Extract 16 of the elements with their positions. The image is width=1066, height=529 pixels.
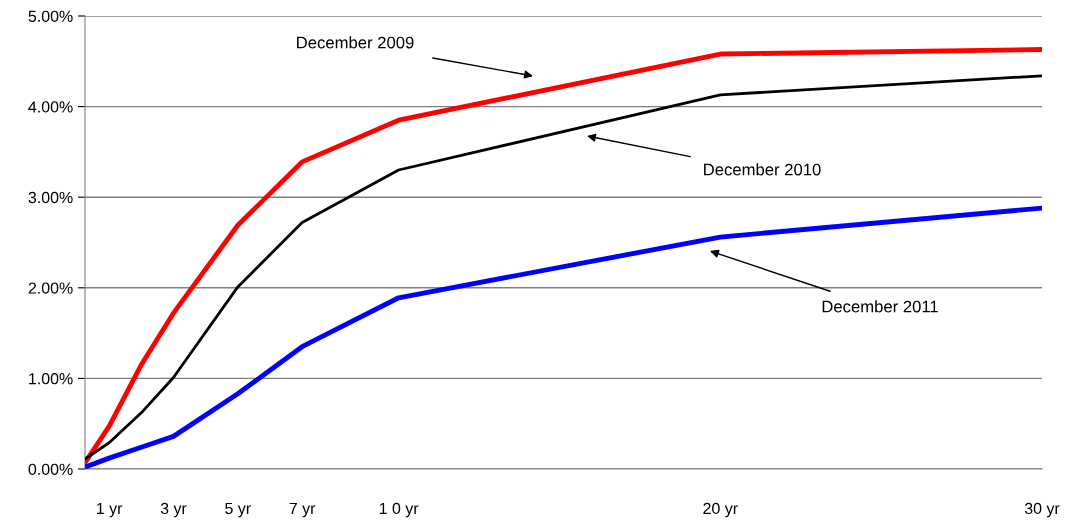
y-tick-label: 3.00% (28, 191, 73, 204)
y-tick-label: 5.00% (28, 10, 73, 22)
y-tick-label: 2.00% (28, 282, 73, 294)
x-tick-label: 1 0 yr (379, 502, 419, 518)
annotation: December 2011 (822, 300, 938, 313)
y-tick-label: 0.00% (28, 463, 73, 475)
x-tick-label: 30 yr (1024, 502, 1060, 518)
x-tick-label: 7 yr (289, 502, 316, 518)
annotation: December 2009 (297, 36, 414, 49)
x-tick-label: 3 yr (160, 502, 187, 518)
y-tick-label: 1.00% (29, 373, 73, 385)
x-tick-label: 5 yr (225, 502, 251, 518)
x-tick-label: 1 yr (97, 502, 123, 518)
annotation: December 2010 (704, 163, 821, 176)
y-tick-label: 4.00% (28, 101, 73, 113)
x-tick-label: 20 yr (703, 502, 738, 518)
